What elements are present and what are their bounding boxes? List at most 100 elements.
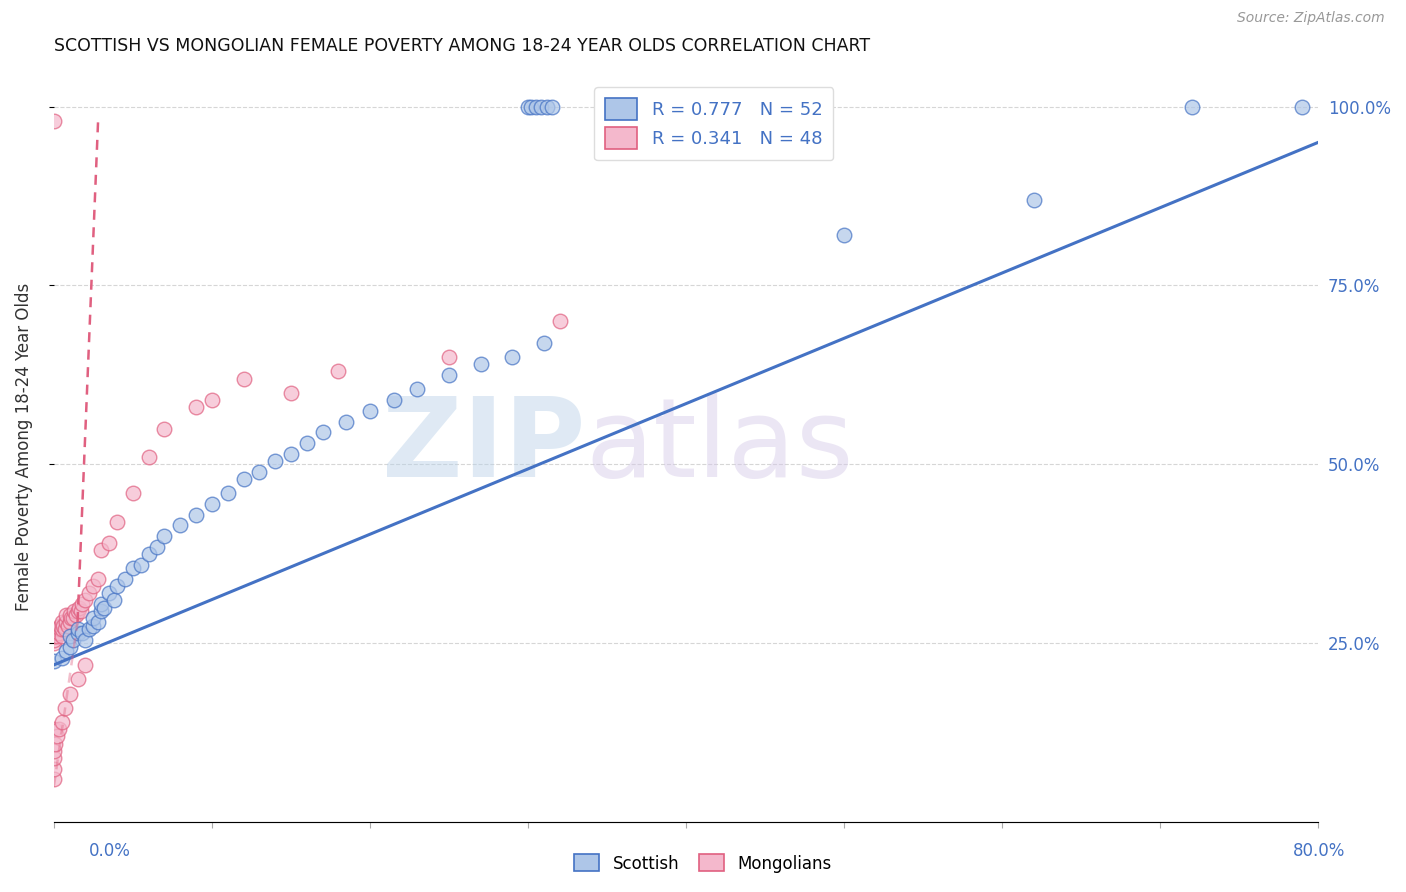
Scottish <box>184 508 207 522</box>
Scottish <box>540 99 562 113</box>
Mongolians <box>42 632 65 647</box>
Scottish <box>1181 99 1204 113</box>
Scottish <box>42 654 65 668</box>
Scottish <box>201 497 224 511</box>
Scottish <box>232 472 254 486</box>
Scottish <box>77 622 100 636</box>
Mongolians <box>51 715 73 730</box>
Scottish <box>103 593 125 607</box>
Scottish <box>82 618 104 632</box>
Mongolians <box>62 611 84 625</box>
Scottish <box>517 99 540 113</box>
Mongolians <box>63 604 86 618</box>
Mongolians <box>98 536 121 550</box>
Scottish <box>55 643 77 657</box>
Mongolians <box>65 607 87 622</box>
Mongolians <box>46 629 69 643</box>
Scottish <box>145 540 167 554</box>
Scottish <box>98 586 121 600</box>
Mongolians <box>201 392 224 407</box>
Mongolians <box>53 701 76 715</box>
Mongolians <box>42 636 65 650</box>
Mongolians <box>44 737 66 751</box>
Mongolians <box>66 604 89 618</box>
Mongolians <box>42 113 65 128</box>
Scottish <box>406 382 429 396</box>
Mongolians <box>53 622 76 636</box>
Mongolians <box>105 515 128 529</box>
Mongolians <box>72 597 94 611</box>
Mongolians <box>51 615 73 629</box>
Mongolians <box>87 572 110 586</box>
Text: 0.0%: 0.0% <box>89 842 131 860</box>
Mongolians <box>49 622 72 636</box>
Mongolians <box>280 385 302 400</box>
Mongolians <box>59 687 82 701</box>
Y-axis label: Female Poverty Among 18-24 Year Olds: Female Poverty Among 18-24 Year Olds <box>15 283 32 611</box>
Mongolians <box>82 579 104 593</box>
Mongolians <box>49 618 72 632</box>
Scottish <box>280 447 302 461</box>
Scottish <box>90 604 112 618</box>
Scottish <box>62 632 84 647</box>
Mongolians <box>77 586 100 600</box>
Scottish <box>93 600 115 615</box>
Scottish <box>295 436 318 450</box>
Scottish <box>105 579 128 593</box>
Scottish <box>90 597 112 611</box>
Scottish <box>536 99 558 113</box>
Mongolians <box>90 543 112 558</box>
Scottish <box>470 357 492 371</box>
Mongolians <box>56 618 79 632</box>
Mongolians <box>121 486 143 500</box>
Text: Source: ZipAtlas.com: Source: ZipAtlas.com <box>1237 12 1385 25</box>
Scottish <box>359 404 381 418</box>
Mongolians <box>437 350 460 364</box>
Mongolians <box>55 607 77 622</box>
Scottish <box>114 572 136 586</box>
Scottish <box>437 368 460 382</box>
Scottish <box>59 640 82 654</box>
Scottish <box>1291 99 1313 113</box>
Mongolians <box>75 593 97 607</box>
Scottish <box>501 350 523 364</box>
Scottish <box>832 228 855 243</box>
Mongolians <box>138 450 160 465</box>
Mongolians <box>42 723 65 737</box>
Mongolians <box>42 629 65 643</box>
Legend: R = 0.777   N = 52, R = 0.341   N = 48: R = 0.777 N = 52, R = 0.341 N = 48 <box>593 87 834 161</box>
Scottish <box>66 625 89 640</box>
Scottish <box>533 335 555 350</box>
Mongolians <box>42 625 65 640</box>
Scottish <box>382 392 405 407</box>
Mongolians <box>46 730 69 744</box>
Scottish <box>530 99 553 113</box>
Mongolians <box>548 314 571 328</box>
Mongolians <box>59 607 82 622</box>
Scottish <box>524 99 547 113</box>
Scottish <box>247 465 270 479</box>
Text: SCOTTISH VS MONGOLIAN FEMALE POVERTY AMONG 18-24 YEAR OLDS CORRELATION CHART: SCOTTISH VS MONGOLIAN FEMALE POVERTY AMO… <box>53 37 870 55</box>
Mongolians <box>48 723 70 737</box>
Scottish <box>1022 193 1045 207</box>
Mongolians <box>51 629 73 643</box>
Text: ZIP: ZIP <box>381 393 585 500</box>
Mongolians <box>69 604 91 618</box>
Scottish <box>72 625 94 640</box>
Scottish <box>335 415 357 429</box>
Mongolians <box>46 622 69 636</box>
Mongolians <box>42 772 65 787</box>
Mongolians <box>52 618 75 632</box>
Scottish <box>121 561 143 575</box>
Scottish <box>82 611 104 625</box>
Mongolians <box>42 751 65 765</box>
Mongolians <box>42 744 65 758</box>
Mongolians <box>67 600 90 615</box>
Scottish <box>169 518 191 533</box>
Text: 80.0%: 80.0% <box>1292 842 1346 860</box>
Scottish <box>264 454 287 468</box>
Mongolians <box>48 625 70 640</box>
Scottish <box>520 99 543 113</box>
Scottish <box>66 622 89 636</box>
Legend: Scottish, Mongolians: Scottish, Mongolians <box>568 847 838 880</box>
